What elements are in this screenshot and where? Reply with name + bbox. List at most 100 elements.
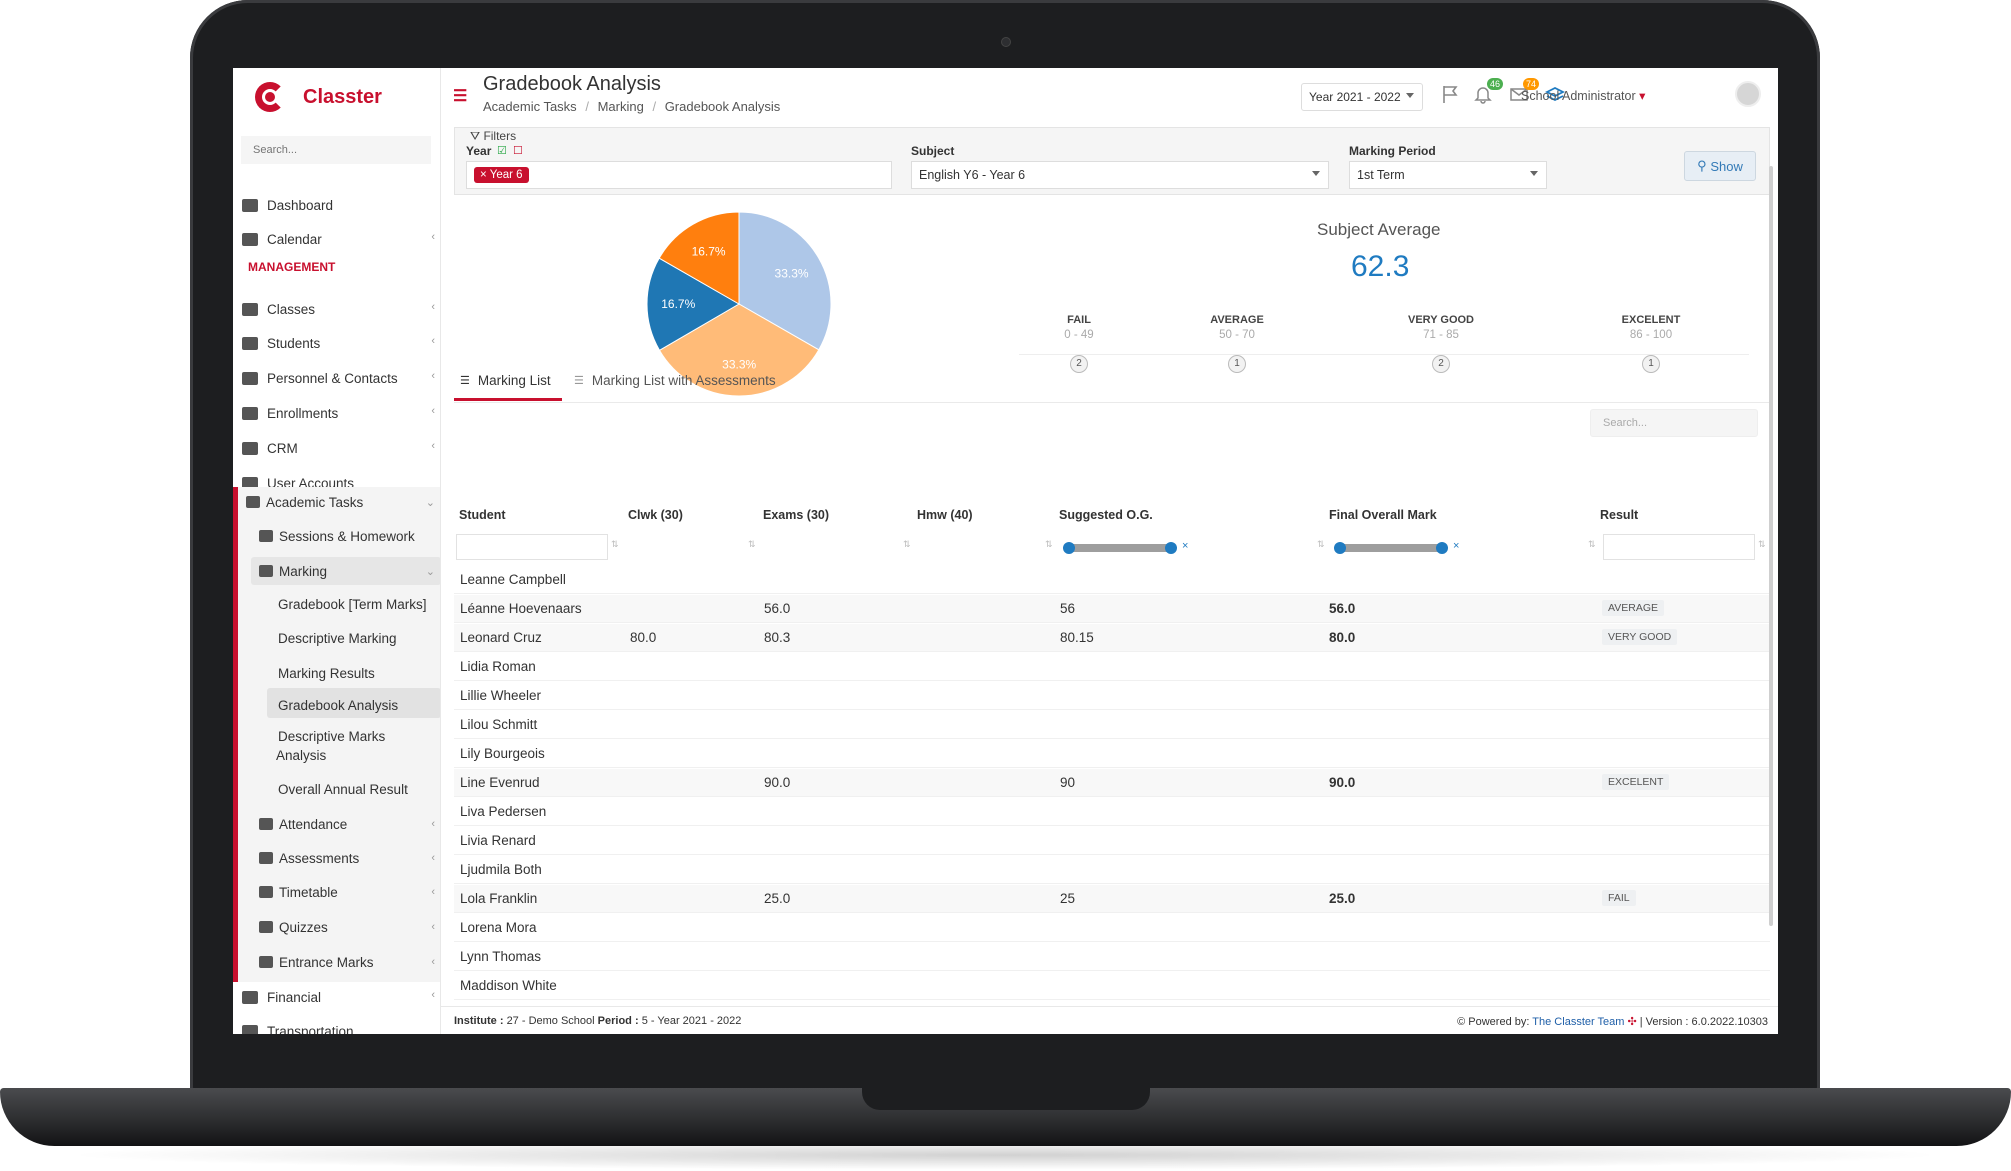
col-header-hmw[interactable]: Hmw (40): [917, 508, 973, 522]
sidebar-leaf-gradebook-analysis[interactable]: Gradebook Analysis: [278, 698, 399, 713]
result-filter-input[interactable]: [1603, 534, 1755, 560]
tab-marking-list-assessments[interactable]: ☰ Marking List with Assessments: [574, 373, 776, 388]
sidebar-item-timetable[interactable]: Timetable ‹: [259, 878, 440, 906]
user-menu[interactable]: School Administrator ▾: [1521, 88, 1645, 103]
col-header-student[interactable]: Student: [459, 508, 506, 522]
slider-clear-icon[interactable]: ×: [1182, 540, 1189, 552]
sort-icon[interactable]: ⇅: [1588, 539, 1596, 549]
table-row[interactable]: Lillie Wheeler: [454, 682, 1770, 710]
sidebar-item-transportation[interactable]: Transportation: [233, 1016, 440, 1034]
avatar[interactable]: [1735, 81, 1761, 107]
breadcrumb-academic-tasks[interactable]: Academic Tasks: [483, 99, 577, 114]
year-select[interactable]: Year 2021 - 2022: [1301, 83, 1423, 111]
cell-student: Leanne Campbell: [460, 572, 566, 587]
sidebar-item-entrance-marks[interactable]: Entrance Marks ‹: [259, 948, 440, 976]
sidebar-item-academic-tasks[interactable]: Academic Tasks ⌄: [246, 488, 440, 516]
sidebar-leaf-marking-results[interactable]: Marking Results: [278, 666, 375, 681]
sidebar-leaf-descriptive-marking[interactable]: Descriptive Marking: [278, 631, 397, 646]
year-tag[interactable]: × Year 6: [474, 167, 529, 183]
col-header-clwk[interactable]: Clwk (30): [628, 508, 683, 522]
pie-slice[interactable]: [646, 257, 740, 352]
sidebar-item-assessments[interactable]: Assessments ‹: [259, 844, 440, 872]
sidebar-item-classes[interactable]: Classes ‹: [233, 294, 440, 324]
sidebar-item-marking[interactable]: Marking ⌄: [259, 557, 440, 585]
table-row[interactable]: Liva Pedersen: [454, 798, 1770, 826]
sidebar-item-students[interactable]: Students ‹: [233, 328, 440, 358]
grade-count[interactable]: 1: [1228, 355, 1246, 373]
check-square-icon[interactable]: ☑: [497, 145, 507, 157]
sidebar-item-sessions-homework[interactable]: Sessions & Homework: [259, 522, 440, 550]
slider-handle-max[interactable]: [1436, 542, 1448, 554]
sort-icon[interactable]: ⇅: [1317, 539, 1325, 549]
breadcrumb-marking[interactable]: Marking: [597, 99, 644, 114]
table-row[interactable]: Maddison White: [454, 972, 1770, 1000]
table-row[interactable]: Lidia Roman: [454, 653, 1770, 681]
sidebar-leaf-descriptive-marks-analysis[interactable]: Analysis: [276, 748, 327, 763]
table-row[interactable]: Léanne Hoevenaars 56.0 56 56.0 AVERAGE: [454, 595, 1770, 623]
table-row[interactable]: Leonard Cruz 80.0 80.3 80.15 80.0 VERY GOOD: [454, 624, 1770, 652]
sidebar-leaf-descriptive-marks[interactable]: Descriptive Marks: [278, 729, 386, 744]
slider-handle-min[interactable]: [1063, 542, 1075, 554]
brand[interactable]: Classter: [251, 78, 382, 116]
table-row[interactable]: Lola Franklin 25.0 25 25.0 FAIL: [454, 885, 1770, 913]
notifications-button[interactable]: 46: [1473, 78, 1503, 104]
slider-handle-max[interactable]: [1165, 542, 1177, 554]
period-select[interactable]: 1st Term: [1349, 161, 1547, 189]
sidebar-item-quizzes[interactable]: Quizzes ‹: [259, 913, 440, 941]
grade-count[interactable]: 2: [1070, 355, 1088, 373]
table-search-input[interactable]: Search...: [1590, 409, 1758, 437]
sort-icon[interactable]: ⇅: [748, 539, 756, 549]
table-row[interactable]: Lynn Thomas: [454, 943, 1770, 971]
pie-slice[interactable]: [738, 211, 832, 351]
messages-button[interactable]: 74: [1509, 78, 1539, 104]
sort-icon[interactable]: ⇅: [903, 539, 911, 549]
hamburger-menu-icon[interactable]: ☰: [453, 88, 468, 105]
tab-marking-list[interactable]: ☰ Marking List: [460, 373, 551, 388]
grade-count[interactable]: 1: [1642, 355, 1660, 373]
sidebar-item-crm[interactable]: CRM ‹: [233, 433, 440, 463]
col-header-suggested[interactable]: Suggested O.G.: [1059, 508, 1153, 522]
sort-icon[interactable]: ⇅: [1045, 539, 1053, 549]
slider-handle-min[interactable]: [1334, 542, 1346, 554]
sidebar-item-user-accounts[interactable]: User Accounts: [233, 468, 440, 498]
subject-select[interactable]: English Y6 - Year 6: [911, 161, 1329, 189]
flag-icon[interactable]: [1441, 84, 1461, 104]
sidebar-leaf-overall-annual-result[interactable]: Overall Annual Result: [278, 782, 408, 797]
pie-slice[interactable]: [658, 211, 740, 305]
col-header-result[interactable]: Result: [1600, 508, 1639, 522]
sidebar-item-calendar[interactable]: Calendar ‹: [233, 224, 440, 254]
table-row[interactable]: Leanne Campbell: [454, 566, 1770, 594]
sidebar-item-financial[interactable]: Financial ‹: [233, 982, 440, 1012]
sidebar-item-enrollments[interactable]: Enrollments ‹: [233, 398, 440, 428]
sort-icon[interactable]: ⇅: [1758, 539, 1766, 549]
col-header-final[interactable]: Final Overall Mark: [1329, 508, 1437, 522]
year-filter-input[interactable]: × Year 6: [466, 161, 892, 189]
sidebar-item-label: Academic Tasks: [266, 494, 364, 510]
sidebar-item-dashboard[interactable]: Dashboard: [233, 190, 440, 220]
sidebar-item-label: Financial: [267, 989, 322, 1005]
sidebar-leaf-gradebook-term-marks[interactable]: Gradebook [Term Marks]: [278, 597, 427, 612]
student-filter-input[interactable]: [456, 534, 608, 560]
show-button[interactable]: ⚲ Show: [1684, 151, 1756, 181]
sidebar-item-personnel[interactable]: Personnel & Contacts ‹: [233, 363, 440, 393]
powered-link[interactable]: The Classter Team: [1532, 1016, 1625, 1028]
table-row[interactable]: Livia Renard: [454, 827, 1770, 855]
sort-icon[interactable]: ⇅: [611, 539, 619, 549]
table-row[interactable]: Lorena Mora: [454, 914, 1770, 942]
table-row[interactable]: Lilou Schmitt: [454, 711, 1770, 739]
page-scrollbar[interactable]: [1769, 166, 1773, 926]
table-row[interactable]: Lily Bourgeois: [454, 740, 1770, 768]
grade-count[interactable]: 2: [1432, 355, 1450, 373]
pie-slice[interactable]: [658, 303, 820, 397]
layers-icon[interactable]: [1545, 84, 1565, 104]
grade-average: AVERAGE 50 - 70 1: [1177, 314, 1297, 373]
final-range-slider[interactable]: [1334, 542, 1448, 554]
suggested-range-slider[interactable]: [1063, 542, 1177, 554]
col-header-exams[interactable]: Exams (30): [763, 508, 830, 522]
table-row[interactable]: Line Evenrud 90.0 90 90.0 EXCELENT: [454, 769, 1770, 797]
uncheck-square-icon[interactable]: ☐: [513, 145, 523, 157]
table-row[interactable]: Ljudmila Both: [454, 856, 1770, 884]
sidebar-search-input[interactable]: [241, 136, 431, 164]
slider-clear-icon[interactable]: ×: [1453, 540, 1460, 552]
sidebar-item-attendance[interactable]: Attendance ‹: [259, 810, 440, 838]
